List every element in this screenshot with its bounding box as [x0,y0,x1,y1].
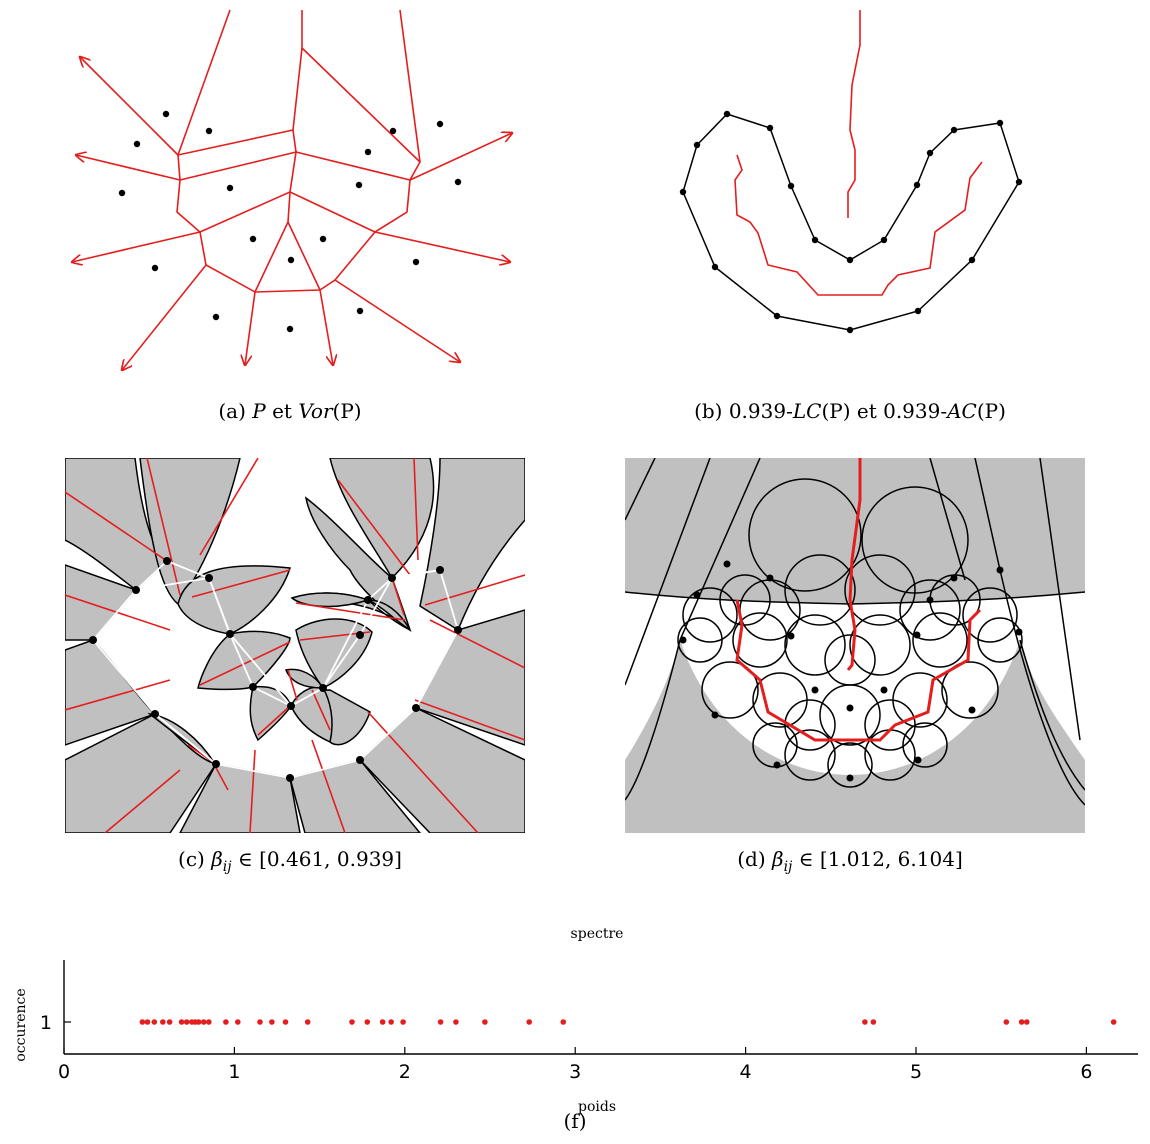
spectrum-chart: spectre occurence poids 1 0 1 2 3 4 5 6 [13,926,1138,1115]
panel-d-red-curve [735,599,982,742]
spectrum-point [1003,1019,1010,1025]
x-tick-label: 0 [58,1061,70,1083]
spectrum-point [1018,1019,1025,1025]
point-set-p [118,110,462,333]
panel-d-red-path [846,458,862,671]
spectrum-point [349,1019,355,1025]
spectrum-point [304,1019,311,1025]
panel-c-points [89,557,462,782]
spectrum-point [257,1019,263,1025]
spectrum-point [178,1019,185,1025]
spectrum-point [200,1019,207,1025]
spectrum-point [560,1019,567,1025]
caption-d: (d) βij ∈ [1.012, 6.104] [737,847,963,875]
spectrum-point [526,1019,532,1025]
x-tick-label: 3 [569,1061,581,1083]
curve-lc-red [734,154,983,296]
spectrum-point [166,1019,173,1025]
spectrum-point [388,1019,394,1025]
panel-a-voronoi [72,9,512,370]
spectrum-point [223,1019,229,1025]
spectrum-point [364,1019,371,1025]
spectrum-point [437,1019,444,1025]
x-tick-label: 5 [910,1061,922,1083]
x-tick-label: 6 [1080,1061,1092,1083]
spectrum-point [269,1019,275,1025]
x-axis-label: poids [578,1099,616,1115]
panel-b-curves [679,10,1023,334]
spectrum-point [195,1019,202,1025]
curve-points [679,110,1023,334]
spectrum-point [1023,1019,1030,1025]
spectrum-point [235,1019,241,1025]
x-tick-label: 2 [399,1061,411,1083]
axis-red [847,10,861,218]
spectrum-point [206,1019,212,1025]
spectrum-point [144,1019,151,1025]
caption-c: (c) βij ∈ [0.461, 0.939] [178,847,402,875]
x-ticks: 0 1 2 3 4 5 6 [58,1047,1092,1083]
spectrum-point [400,1019,406,1025]
y-axis-label: occurence [13,988,29,1061]
spectrum-point [379,1019,386,1025]
panel-c-white-edges [91,560,459,779]
voronoi-edges [72,9,512,370]
spectrum-points [139,1019,1117,1025]
spectrum-point [453,1019,459,1025]
panel-d-balls [625,458,1085,833]
y-tick-label: 1 [40,1012,52,1034]
spectrum-point [482,1019,488,1025]
spectrum-point [282,1019,289,1025]
caption-f: (f) [563,1109,586,1133]
panel-c-lenses [65,458,525,833]
spectrum-point [862,1019,868,1025]
spectrum-point [139,1019,146,1025]
curve-black [682,113,1020,331]
spectrum-point [151,1019,158,1025]
spectrum-point [1110,1019,1117,1025]
x-tick-label: 1 [228,1061,240,1083]
caption-b: (b) 0.939-LC(P) et 0.939-AC(P) [694,399,1006,423]
spectrum-point [160,1019,166,1025]
chart-title: spectre [571,926,624,942]
x-tick-label: 4 [740,1061,752,1083]
spectrum-point [183,1019,190,1025]
caption-a: (a) P et Vor(P) [218,399,361,423]
spectrum-point [870,1019,877,1025]
